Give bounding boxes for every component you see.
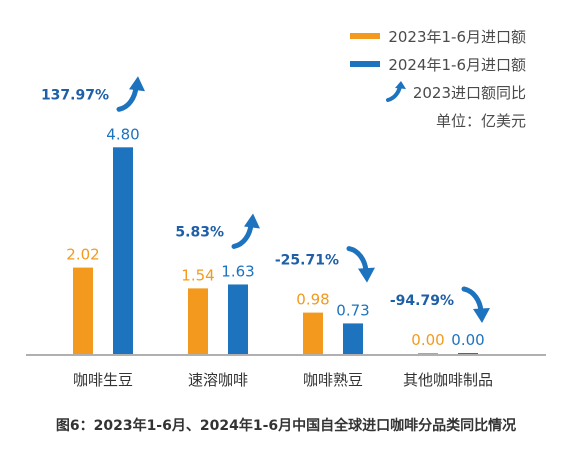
unit-label-row: 单位：亿美元 — [296, 106, 526, 134]
legend-item-yoy: 2023进口额同比 — [296, 78, 526, 106]
trend-arrow-icon — [385, 81, 406, 102]
legend-label-2024: 2024年1-6月进口额 — [388, 55, 526, 74]
yoy-arrow-head-1 — [244, 213, 260, 229]
yoy-label-2: -25.71% — [275, 253, 339, 269]
yoy-arrow-shaft-1 — [231, 221, 254, 249]
bar-2023-0 — [73, 267, 93, 355]
bar-2024-2 — [343, 323, 363, 355]
legend-item-2023: 2023年1-6月进口额 — [296, 22, 526, 50]
category-label-3: 其他咖啡制品 — [403, 371, 493, 389]
yoy-arrow-shaft-0 — [116, 84, 139, 112]
category-label-0: 咖啡生豆 — [73, 371, 133, 389]
yoy-label-0: 137.97% — [41, 87, 109, 103]
bar-2024-1 — [228, 284, 248, 355]
legend-item-2024: 2024年1-6月进口额 — [296, 50, 526, 78]
value-label-2024-1: 1.63 — [221, 262, 254, 280]
value-label-2023-2: 0.98 — [296, 291, 329, 309]
yoy-label-3: -94.79% — [390, 293, 454, 309]
chart-caption: 图6：2023年1-6月、2024年1-6月中国自全球进口咖啡分品类同比情况 — [55, 418, 517, 434]
yoy-arrow-shaft-2 — [346, 246, 369, 274]
value-label-2023-1: 1.54 — [181, 266, 214, 284]
value-label-2023-3: 0.00 — [411, 331, 444, 349]
yoy-arrow-head-0 — [129, 76, 145, 92]
category-label-1: 速溶咖啡 — [188, 371, 248, 389]
legend-swatch-2023 — [350, 33, 381, 39]
bar-2023-2 — [303, 312, 323, 355]
legend-label-yoy: 2023进口额同比 — [412, 83, 526, 102]
legend-swatch-2024 — [350, 61, 381, 67]
legend-label-2023: 2023年1-6月进口额 — [388, 27, 526, 46]
yoy-arrow-head-2 — [358, 267, 375, 283]
bar-2023-1 — [188, 288, 208, 355]
value-label-2024-0: 4.80 — [106, 125, 139, 143]
yoy-label-1: 5.83% — [175, 224, 224, 240]
bar-2024-0 — [113, 147, 133, 355]
yoy-arrow-shaft-3 — [461, 286, 484, 314]
value-label-2023-0: 2.02 — [66, 246, 99, 264]
category-label-2: 咖啡熟豆 — [303, 371, 363, 389]
value-label-2024-2: 0.73 — [336, 301, 369, 319]
legend: 2023年1-6月进口额 2024年1-6月进口额 2023进口额同比 单位：亿… — [296, 22, 526, 134]
yoy-arrow-head-3 — [473, 308, 490, 323]
value-label-2024-3: 0.00 — [451, 331, 484, 349]
unit-label: 单位：亿美元 — [435, 111, 526, 130]
